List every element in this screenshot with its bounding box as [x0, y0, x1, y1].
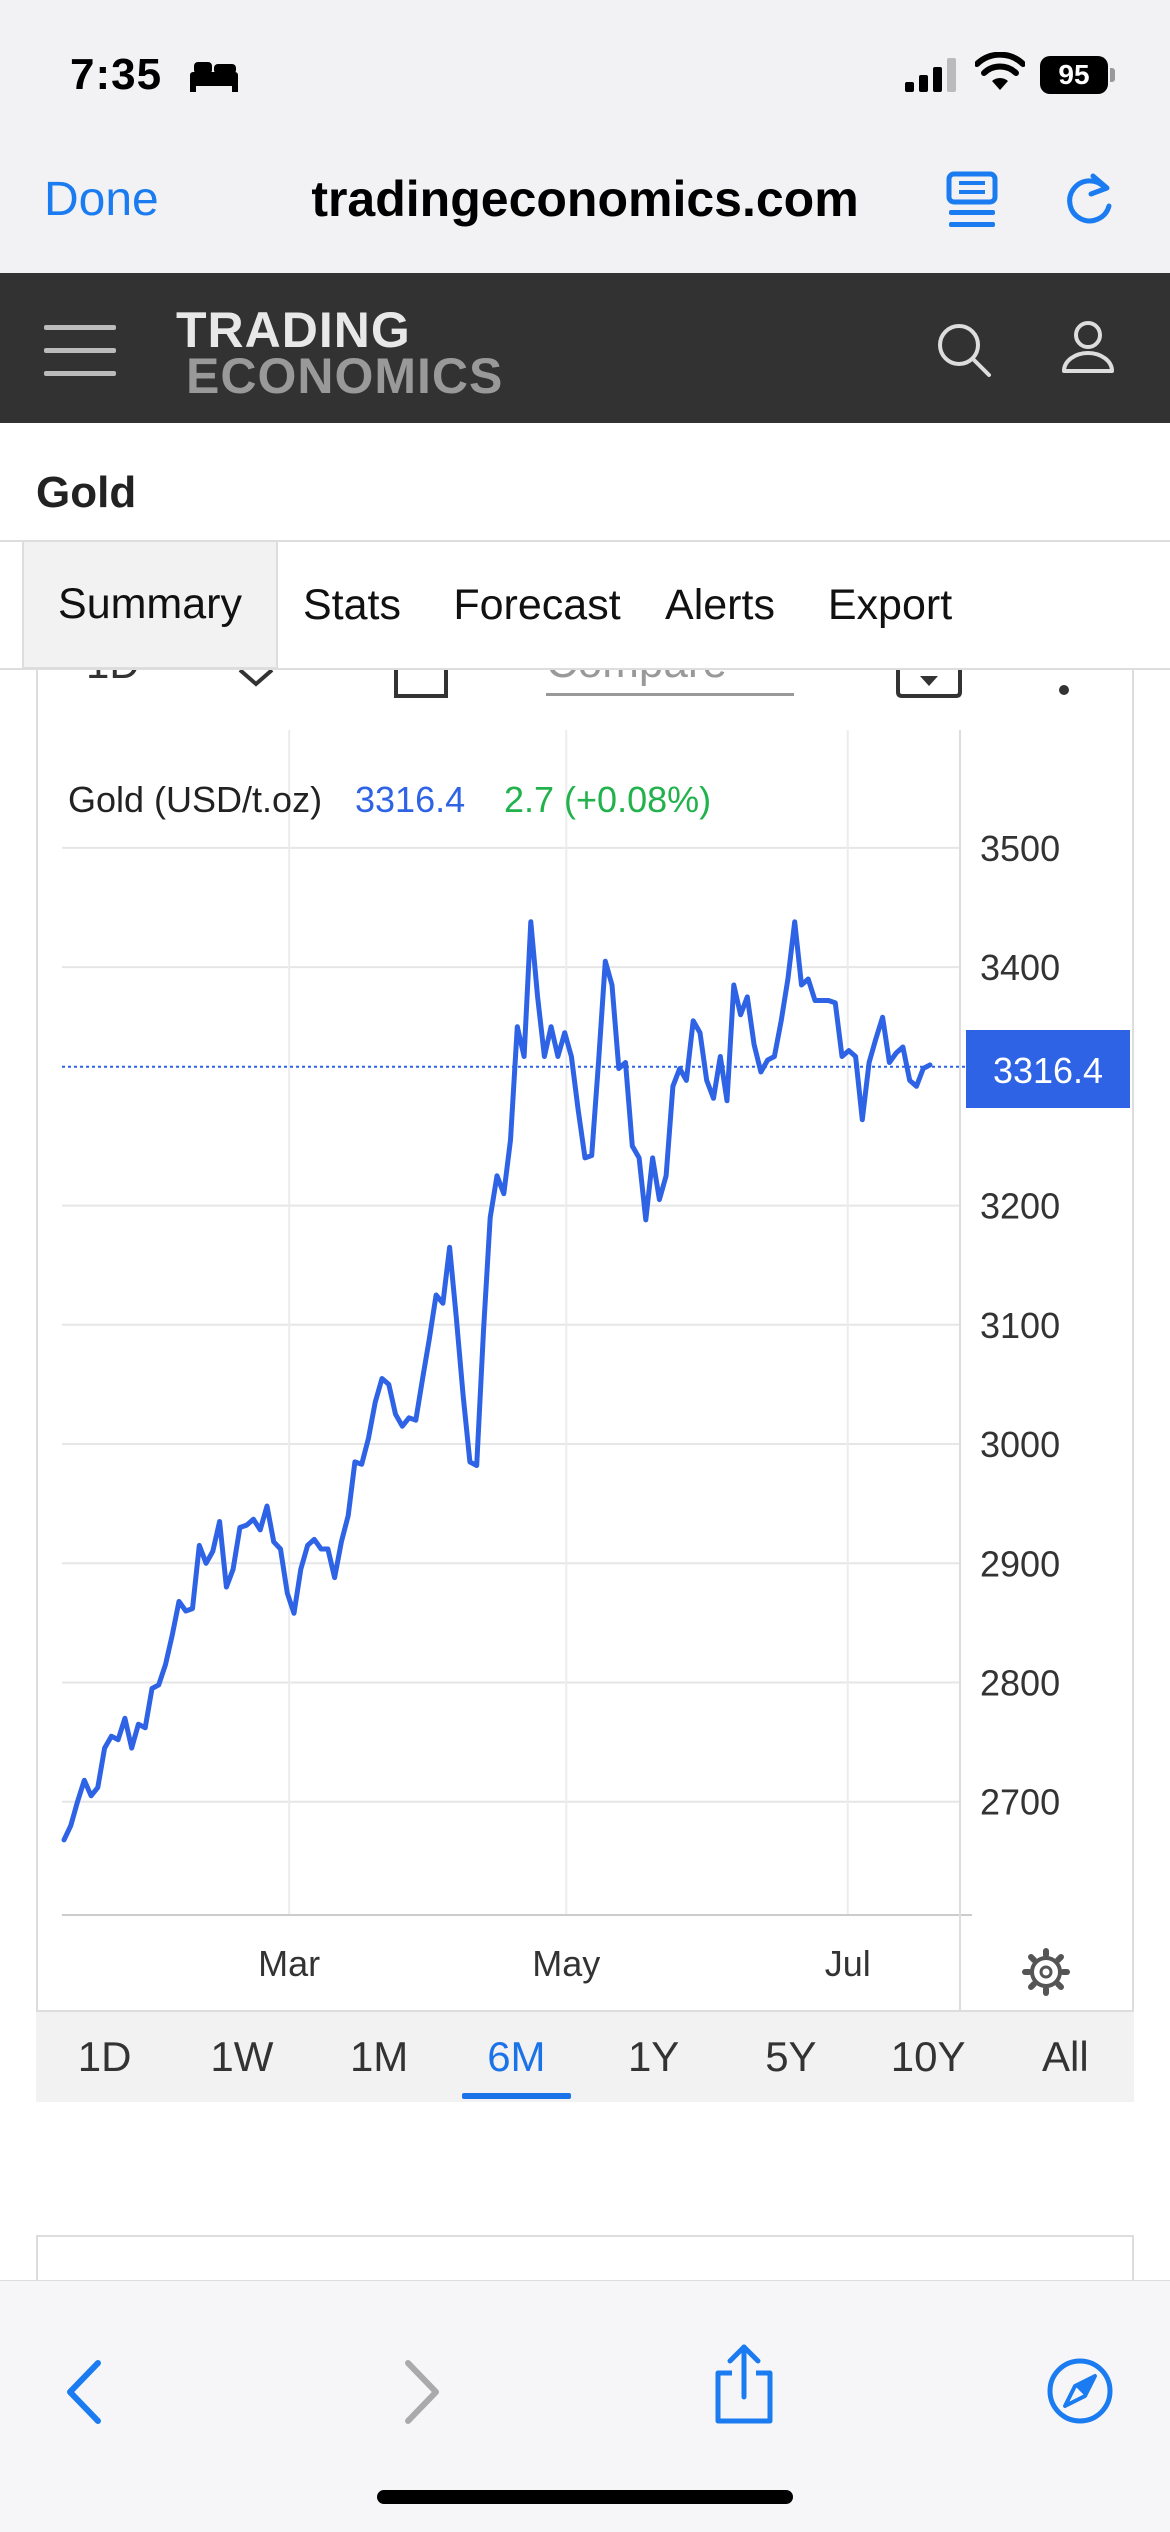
y-tick-label: 2800 [980, 1663, 1060, 1704]
status-bar: 7:35 95 [0, 0, 1170, 140]
browser-header: Done tradingeconomics.com [0, 140, 1170, 273]
chart-settings-icon[interactable] [1022, 1948, 1070, 1996]
signal-icon [905, 58, 956, 92]
browser-toolbar [0, 2280, 1170, 2532]
tab-forecast[interactable]: Forecast [453, 581, 621, 629]
range-1d-button[interactable]: 1D [77, 2033, 132, 2080]
x-tick-label: Jul [825, 1943, 871, 1984]
legend-series-name: Gold (USD/t.oz) [68, 779, 322, 820]
x-tick-label: Mar [258, 1943, 320, 1984]
user-account-icon[interactable] [1060, 319, 1116, 375]
price-series-line [61, 919, 933, 1843]
gold-price-chart[interactable]: 3500 3400 3200 3100 3000 2900 2800 2700 Mar May J… [0, 0, 1170, 2010]
section-tabs: Summary Stats Forecast Alerts Export [22, 542, 1170, 669]
battery-indicator: 95 [1040, 56, 1108, 94]
more-options-icon[interactable] [1054, 670, 1074, 700]
range-1y-button[interactable]: 1Y [627, 2033, 680, 2080]
reader-mode-icon[interactable] [945, 170, 1001, 230]
range-10y-button[interactable]: 10Y [890, 2033, 966, 2080]
legend-change: 2.7 (+0.08%) [504, 779, 711, 820]
legend-price: 3316.4 [355, 779, 465, 820]
share-icon[interactable] [712, 2343, 776, 2427]
time-range-selector: 1D 1W 1M 6M 1Y 5Y 10Y All [36, 2010, 1134, 2102]
hamburger-menu-icon[interactable] [44, 323, 118, 379]
range-dropdown-partial[interactable]: 1D [86, 670, 140, 688]
bed-icon [190, 62, 238, 92]
logo-line-1: TRADING [176, 302, 411, 358]
url-bar[interactable]: tradingeconomics.com [311, 171, 859, 227]
y-tick-label: 2900 [980, 1543, 1060, 1584]
home-indicator [377, 2490, 793, 2504]
forward-icon [405, 2360, 439, 2424]
battery-tip [1110, 68, 1115, 82]
calendar-icon[interactable] [392, 670, 452, 700]
next-section-card [36, 2235, 1134, 2295]
reload-icon[interactable] [1063, 168, 1119, 230]
wifi-icon [975, 52, 1025, 90]
current-price-value: 3316.4 [993, 1050, 1103, 1091]
range-all-button[interactable]: All [1042, 2033, 1089, 2080]
y-tick-label: 2700 [980, 1782, 1060, 1823]
compass-icon[interactable] [1045, 2356, 1115, 2426]
y-tick-label: 3500 [980, 828, 1060, 869]
range-5y-button[interactable]: 5Y [765, 2033, 817, 2080]
title-divider [0, 540, 1170, 542]
page-title: Gold [36, 468, 137, 517]
y-tick-label: 3000 [980, 1424, 1060, 1465]
tab-export[interactable]: Export [827, 581, 953, 629]
chart-card [36, 670, 1134, 2102]
site-navbar: TRADING ECONOMICS [0, 273, 1170, 423]
y-tick-label: 3200 [980, 1186, 1060, 1227]
tab-summary[interactable]: Summary [22, 542, 278, 669]
x-tick-label: May [532, 1943, 600, 1984]
back-icon[interactable] [62, 2359, 106, 2425]
done-button[interactable]: Done [44, 173, 159, 226]
current-price-label: 3316.4 [966, 1030, 1130, 1108]
y-tick-label: 3400 [980, 947, 1060, 988]
status-time: 7:35 [70, 50, 163, 99]
logo-line-2: ECONOMICS [186, 348, 504, 404]
compare-input[interactable]: Compare [546, 670, 794, 696]
range-6m-button[interactable]: 6M [448, 2011, 585, 2103]
site-logo[interactable]: TRADING ECONOMICS [176, 302, 504, 404]
y-tick-label: 3100 [980, 1305, 1060, 1346]
download-icon[interactable] [894, 670, 964, 700]
chart-toolbar-clipped: 1D Compare [36, 670, 1134, 700]
tab-alerts[interactable]: Alerts [665, 581, 775, 629]
range-1w-button[interactable]: 1W [210, 2033, 274, 2080]
chart-type-icon[interactable] [236, 670, 276, 700]
search-icon[interactable] [935, 321, 995, 381]
range-1m-button[interactable]: 1M [349, 2033, 409, 2080]
chart-legend: Gold (USD/t.oz) 3316.4 2.7 (+0.08%) [68, 779, 711, 820]
tab-stats[interactable]: Stats [303, 581, 401, 629]
tabs-divider [0, 668, 1170, 670]
